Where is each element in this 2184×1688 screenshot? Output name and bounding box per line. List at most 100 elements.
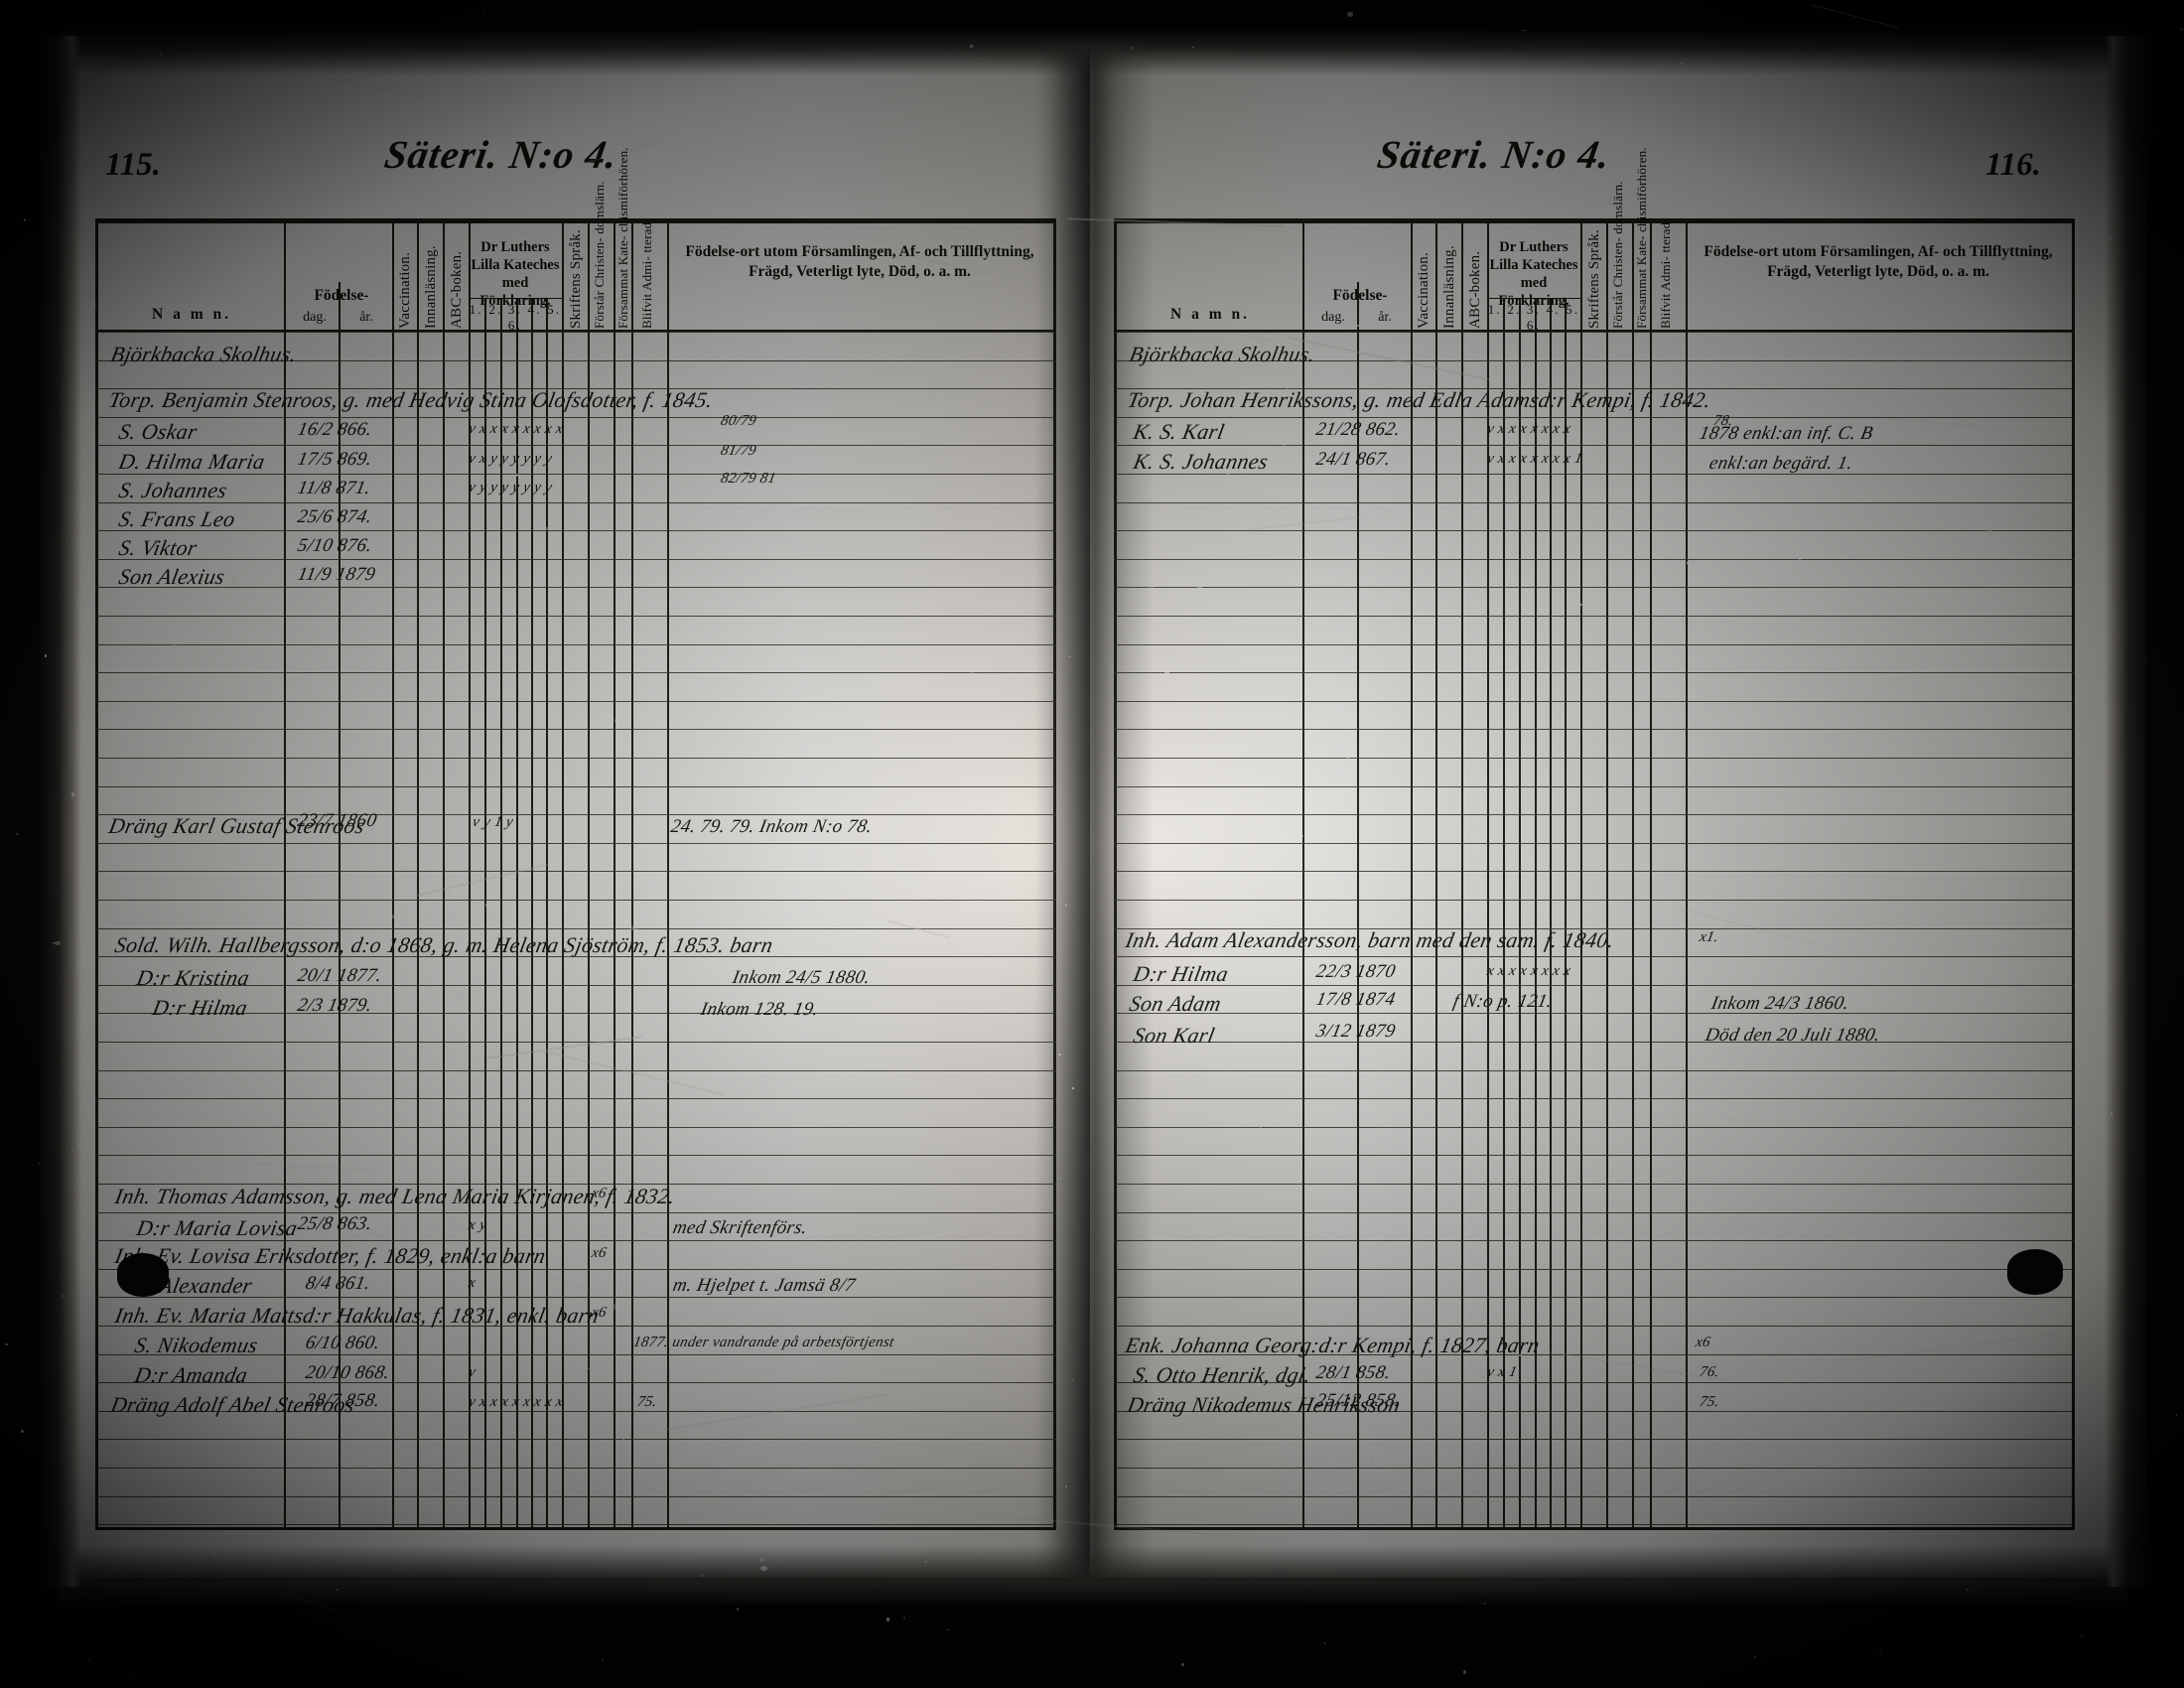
header-birth-day: dag.	[303, 310, 327, 325]
right-page-heading: Säteri. N:o 4.	[1374, 132, 1614, 177]
dust-speck	[1180, 1662, 1185, 1667]
dust-speck	[607, 740, 609, 743]
entry-name: D:r Hilma	[150, 995, 250, 1020]
table-row	[95, 1468, 1056, 1469]
entry-name: D:r Kristina	[134, 965, 252, 990]
header-notes-r: Födelse-ort utom Församlingen, Af- och T…	[1704, 243, 2053, 281]
col-rule-understands-r	[1632, 220, 1634, 1527]
header-vaccination: Vaccination.	[397, 252, 413, 329]
entry-name: Torp. Benjamin Stenroos, g. med Hedvig S…	[106, 387, 716, 412]
dust-speck	[2063, 307, 2066, 309]
dust-speck	[160, 53, 162, 57]
dust-speck	[1417, 1336, 1420, 1338]
table-row	[1114, 900, 2075, 901]
dust-speck	[1301, 835, 1303, 837]
dust-speck	[392, 914, 396, 919]
dust-speck	[1638, 524, 1642, 528]
dust-speck	[701, 1575, 703, 1577]
entry-marks: v x 1	[1485, 1364, 1519, 1380]
dust-speck	[274, 1302, 277, 1306]
dust-speck	[505, 1507, 508, 1511]
dust-speck	[887, 1618, 890, 1621]
left-village-note: Björkbacka Skolhus.	[108, 342, 300, 366]
table-row	[1114, 1126, 2075, 1128]
header-scripture-language-r: Skriftens Språk.	[1586, 229, 1602, 329]
entry-note: m. Hjelpet t. Jamsä 8/7	[671, 1275, 858, 1296]
table-row	[95, 1069, 1056, 1071]
header-innanlasning-r: Innanläsning.	[1441, 245, 1457, 329]
dust-speck	[901, 122, 904, 124]
table-row	[1114, 729, 2075, 731]
entry-birth: 25/12 858.	[1314, 1390, 1403, 1411]
left-page: 115. Säteri. N:o 4.	[58, 44, 1090, 1578]
dust-speck	[325, 1278, 329, 1283]
table-row	[1114, 1353, 2075, 1355]
dust-speck	[662, 555, 667, 560]
table-row	[95, 616, 1056, 617]
dust-speck	[1523, 29, 1525, 31]
dust-speck	[1693, 875, 1695, 878]
entry-name: Son Alexius	[116, 564, 227, 589]
dust-speck	[1279, 346, 1282, 349]
page-edge-right	[2105, 36, 2146, 1587]
entry-note: 75.	[635, 1394, 659, 1410]
dust-speck	[965, 1123, 967, 1126]
dust-speck	[2059, 873, 2061, 876]
dust-speck	[1775, 1408, 1779, 1412]
dust-speck	[1555, 517, 1558, 519]
dust-speck	[1992, 1371, 1995, 1375]
table-right-rule	[1053, 218, 1056, 1529]
col-rule-name	[284, 220, 286, 1527]
header-catechism: Dr Luthers Lilla Kateches med Förklaring…	[471, 239, 560, 310]
dust-speck	[140, 1381, 142, 1383]
dust-speck	[545, 526, 549, 530]
dust-speck	[1739, 1473, 1743, 1477]
dust-speck	[760, 1565, 768, 1571]
dust-speck	[76, 963, 84, 972]
dust-speck	[1429, 1185, 1432, 1187]
dust-speck	[305, 496, 308, 499]
col-rule-script	[588, 220, 590, 1527]
dust-speck	[2090, 462, 2093, 465]
dust-speck	[1645, 317, 1647, 320]
dust-speck	[702, 649, 704, 651]
table-row	[1114, 1240, 2075, 1242]
page-clamp-right	[2007, 1249, 2063, 1295]
entry-birth: 23/7 1860	[296, 810, 379, 831]
header-birth-year: år.	[359, 310, 373, 325]
dust-speck	[1448, 1291, 1451, 1295]
entry-birth: 6/10 860.	[304, 1333, 382, 1353]
dust-speck	[402, 265, 405, 269]
table-row	[95, 445, 1056, 447]
table-row	[1114, 1013, 2075, 1015]
table-row	[1114, 332, 2075, 333]
col-rule-read	[443, 220, 445, 1527]
dust-speck	[874, 1253, 877, 1257]
header-birth-r: Födelse-	[1332, 287, 1388, 304]
dust-speck	[232, 695, 235, 697]
dust-speck	[93, 302, 97, 307]
dust-speck	[614, 719, 617, 723]
header-attended-catechism: Försammat Kate- chismiförhören.	[615, 147, 630, 329]
dust-speck	[482, 10, 484, 12]
cat-rule-2	[500, 298, 502, 1527]
dust-speck	[1993, 1220, 1996, 1222]
entry-birth: 17/5 869.	[296, 449, 374, 470]
entry-name: S. Nikodemus	[132, 1333, 260, 1357]
entry-marks: v y 1 y	[471, 814, 515, 830]
page-clamp-left	[117, 1253, 169, 1297]
dust-speck	[1222, 1320, 1225, 1323]
dust-speck	[923, 1560, 927, 1564]
entry-birth: 11/9 1879	[296, 564, 377, 585]
dust-speck	[1794, 560, 1798, 564]
table-row	[1114, 1211, 2075, 1213]
dust-speck	[2152, 129, 2155, 131]
header-birth: Födelse-	[314, 287, 369, 304]
dust-speck	[967, 276, 970, 280]
col-rule-vacc	[417, 220, 419, 1527]
cat-rule-3-r	[1535, 298, 1537, 1527]
cat-rule-3	[516, 298, 518, 1527]
header-abc-book: ABC-boken.	[449, 250, 465, 329]
cat-numbers-rule	[469, 298, 562, 299]
dust-speck	[878, 1087, 881, 1091]
